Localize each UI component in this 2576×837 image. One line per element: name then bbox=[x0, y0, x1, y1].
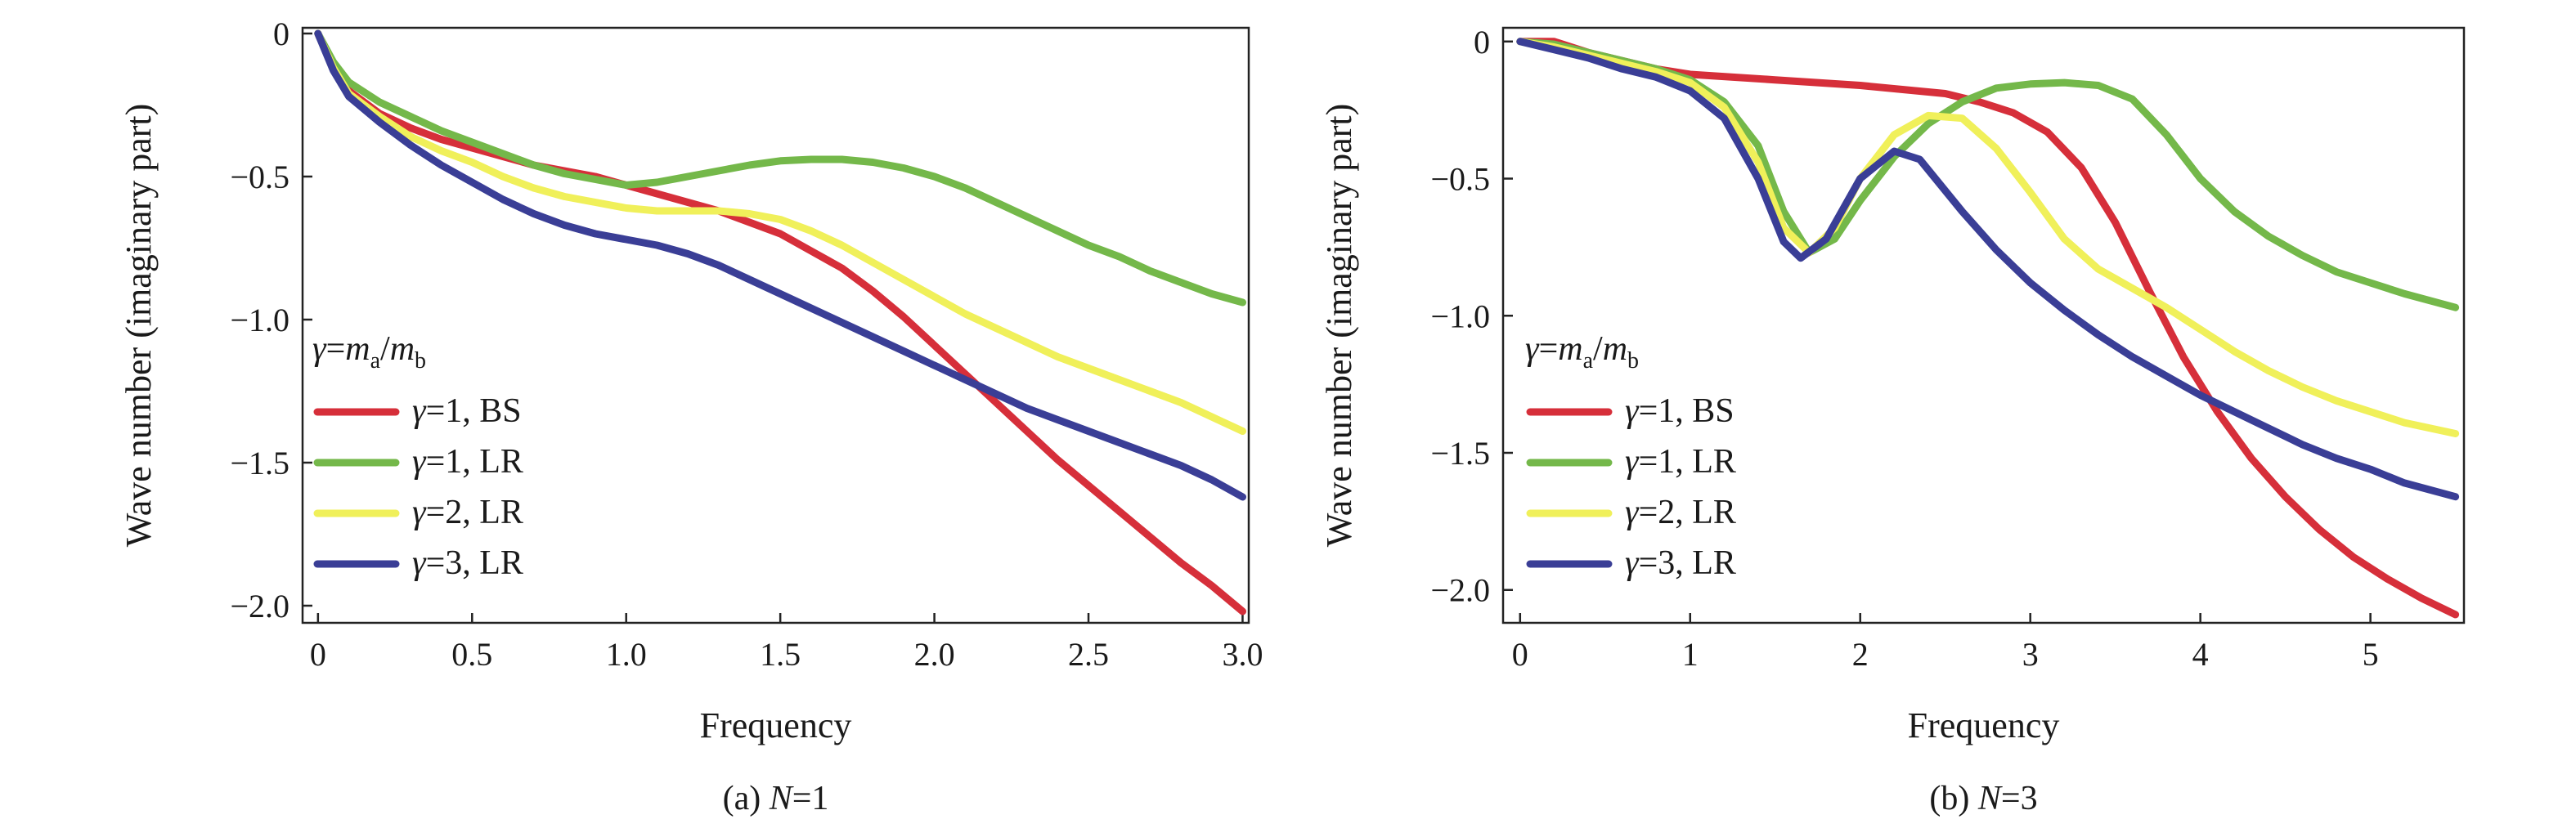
caption-value: =3 bbox=[2001, 780, 2038, 817]
legend-entry-gamma: γ bbox=[412, 443, 427, 481]
x-tick-label: 2.0 bbox=[914, 636, 955, 673]
legend-entry-gamma: γ bbox=[412, 494, 427, 531]
y-tick-label: −2.0 bbox=[1430, 572, 1490, 609]
legend-entry: γ=1, BS bbox=[1625, 392, 1735, 430]
legend-title-m: m bbox=[345, 330, 370, 368]
series-line-4 bbox=[1516, 38, 2460, 501]
legend-entry-text: =1, LR bbox=[426, 443, 523, 481]
legend-entry: γ=3, LR bbox=[412, 544, 523, 582]
legend-entry-text: =2, LR bbox=[426, 494, 523, 531]
panel-b: 0 1 2 3 4 5 0 −0.5 −1.0 −1.5 −2.0 Frequency Wave num… bbox=[1319, 24, 2466, 817]
legend-title-m: m bbox=[1558, 330, 1582, 368]
x-tick-label: 0 bbox=[310, 636, 326, 673]
legend-entry-gamma: γ bbox=[1625, 544, 1640, 582]
legend-entry: γ=3, LR bbox=[1625, 544, 1736, 582]
panel-a: 0 0.5 1.0 1.5 2.0 2.5 3.0 0 −0.5 −1.0 −1.5 −2.0 Freq… bbox=[119, 16, 1263, 817]
legend-entry-text: =2, LR bbox=[1639, 494, 1736, 531]
legend-title-slash: / bbox=[380, 330, 390, 368]
x-tick-label: 2 bbox=[1852, 636, 1869, 673]
legend-entry-text: =3, LR bbox=[426, 544, 523, 582]
x-tick-label: 2.5 bbox=[1068, 636, 1109, 673]
caption-variable: N bbox=[769, 780, 794, 817]
y-tick-label: −1.0 bbox=[1430, 298, 1490, 334]
legend-entry-text: =1, BS bbox=[1639, 392, 1735, 430]
legend-entry-gamma: γ bbox=[412, 544, 427, 582]
caption-prefix: (a) bbox=[723, 780, 770, 817]
y-tick-label: −1.5 bbox=[230, 445, 289, 481]
x-tick-label: 3 bbox=[2022, 636, 2039, 673]
legend-title-gamma: γ bbox=[1525, 330, 1540, 368]
y-axis-label: Wave number (imaginary part) bbox=[119, 104, 159, 548]
x-tick-label: 0 bbox=[1512, 636, 1528, 673]
legend-title-gamma: γ bbox=[312, 330, 327, 368]
legend-title-sub-b: b bbox=[1627, 348, 1639, 374]
legend-title: γ=ma/mb bbox=[1525, 330, 1639, 374]
x-tick-label: 3.0 bbox=[1222, 636, 1263, 673]
caption-value: =1 bbox=[792, 780, 829, 817]
legend-entry-gamma: γ bbox=[1625, 443, 1640, 481]
legend-title-sub-b: b bbox=[415, 348, 426, 374]
legend-title-m: m bbox=[390, 330, 415, 368]
y-tick-label: −1.0 bbox=[230, 302, 289, 338]
legend-entry: γ=1, BS bbox=[412, 392, 522, 430]
x-tick-label: 4 bbox=[2192, 636, 2209, 673]
legend-title-sub-a: a bbox=[370, 348, 381, 374]
legend-title: γ=ma/mb bbox=[312, 330, 426, 374]
legend-title-sub-a: a bbox=[1583, 348, 1594, 374]
legend-entry: γ=1, LR bbox=[1625, 443, 1736, 481]
legend-title-slash: / bbox=[1593, 330, 1603, 368]
legend-entry: γ=2, LR bbox=[1625, 494, 1736, 531]
panel-caption: (b) N=3 bbox=[1929, 780, 2037, 817]
series-line-2 bbox=[314, 29, 1246, 307]
y-tick-label: −1.5 bbox=[1430, 435, 1490, 472]
x-axis-label: Frequency bbox=[1908, 705, 2060, 745]
x-tick-label: 1 bbox=[1682, 636, 1699, 673]
series-line-4 bbox=[314, 29, 1246, 501]
y-tick-label: −0.5 bbox=[230, 159, 289, 195]
caption-prefix: (b) bbox=[1929, 780, 1977, 817]
caption-variable: N bbox=[1977, 780, 2003, 817]
y-tick-label: 0 bbox=[273, 16, 289, 52]
series-line-3 bbox=[314, 29, 1246, 435]
x-tick-label: 5 bbox=[2363, 636, 2379, 673]
legend-entry-gamma: γ bbox=[412, 392, 427, 430]
panel-caption: (a) N=1 bbox=[723, 780, 829, 817]
x-tick-label: 1.0 bbox=[606, 636, 647, 673]
legend-title-m: m bbox=[1603, 330, 1627, 368]
y-tick-label: −2.0 bbox=[230, 588, 289, 624]
x-tick-label: 1.5 bbox=[760, 636, 801, 673]
legend-entry-gamma: γ bbox=[1625, 494, 1640, 531]
x-axis-label: Frequency bbox=[700, 705, 852, 745]
legend-entry: γ=1, LR bbox=[412, 443, 523, 481]
y-tick-label: −0.5 bbox=[1430, 161, 1490, 198]
legend-entry-text: =3, LR bbox=[1639, 544, 1736, 582]
y-axis-label: Wave number (imaginary part) bbox=[1319, 104, 1359, 548]
plot-frame bbox=[301, 26, 1250, 624]
legend-entry: γ=2, LR bbox=[412, 494, 523, 531]
legend-entry-text: =1, BS bbox=[426, 392, 522, 430]
x-tick-label: 0.5 bbox=[451, 636, 492, 673]
series-line-1 bbox=[314, 29, 1246, 615]
legend-entry-gamma: γ bbox=[1625, 392, 1640, 430]
legend-title-equals: = bbox=[1539, 330, 1559, 368]
series-line-3 bbox=[1516, 38, 2460, 437]
y-tick-label: 0 bbox=[1474, 24, 1490, 60]
legend-title-equals: = bbox=[326, 330, 346, 368]
plot-frame bbox=[1501, 26, 2466, 624]
legend-entry-text: =1, LR bbox=[1639, 443, 1736, 481]
